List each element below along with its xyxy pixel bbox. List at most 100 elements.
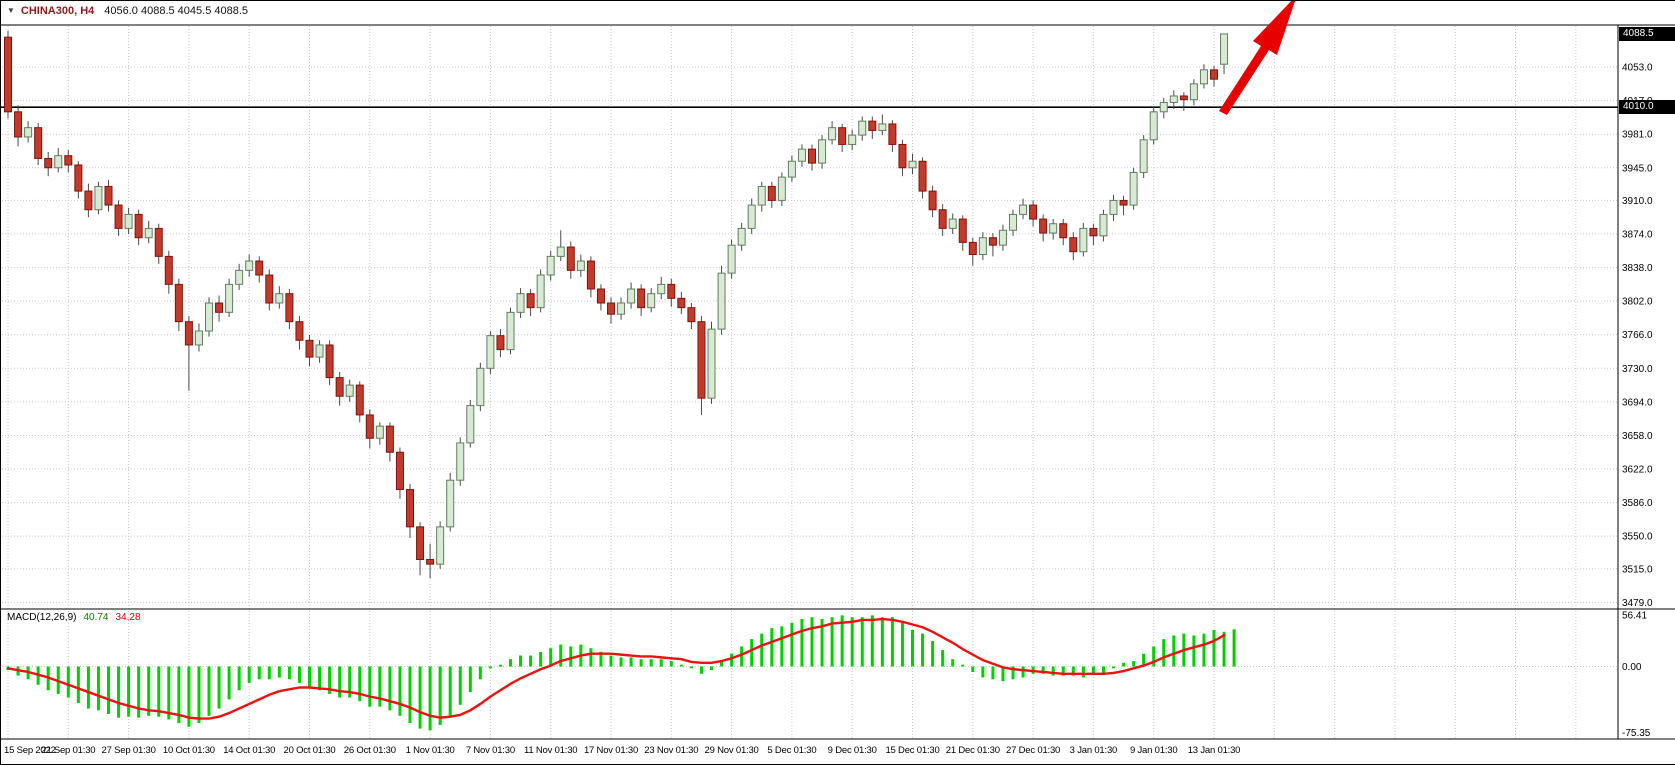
bull-candle	[94, 185, 103, 211]
macd-histogram-bar	[217, 666, 221, 709]
macd-histogram-bar	[649, 659, 653, 667]
macd-histogram-bar	[1172, 635, 1176, 667]
macd-histogram-bar	[86, 666, 90, 709]
bull-candle	[506, 311, 515, 351]
macd-histogram-bar	[1132, 661, 1136, 667]
bear-candle	[426, 559, 435, 565]
bull-candle	[657, 283, 666, 295]
bear-candle	[868, 120, 877, 131]
macd-histogram-bar	[911, 629, 914, 667]
price-axis-label: 3730.0	[1622, 364, 1653, 375]
bull-candle	[546, 255, 555, 276]
time-axis-label: 11 Nov 01:30	[524, 745, 577, 756]
macd-histogram-bar	[438, 666, 442, 725]
macd-histogram-bar	[66, 666, 70, 698]
macd-histogram-bar	[770, 628, 774, 667]
time-axis-label: 17 Nov 01:30	[584, 745, 638, 756]
bear-candle	[365, 414, 374, 439]
bull-candle	[727, 244, 736, 274]
bull-candle	[1129, 171, 1138, 206]
price-axis-label: 3658.0	[1622, 431, 1653, 442]
macd-histogram-bar	[589, 648, 593, 667]
macd-histogram-bar	[1071, 666, 1075, 676]
macd-histogram-bar	[1122, 662, 1126, 667]
time-axis-label: 9 Jan 01:30	[1130, 745, 1177, 756]
time-axis-label: 27 Sep 01:30	[102, 745, 156, 756]
bull-candle	[647, 293, 656, 309]
macd-histogram-bar	[629, 657, 633, 667]
price-axis-label: 3874.0	[1622, 229, 1653, 240]
bull-candle	[908, 160, 917, 169]
bull-candle	[1220, 33, 1229, 65]
macd-histogram-bar	[318, 666, 322, 691]
bear-candle	[767, 185, 776, 201]
time-axis-label: 15 Sep 2022	[4, 745, 56, 756]
macd-histogram-bar	[1091, 666, 1095, 674]
bear-candle	[174, 283, 183, 323]
bear-candle	[1059, 223, 1068, 239]
time-axis-label: 26 Oct 01:30	[344, 745, 396, 756]
macd-axis-label: -75.35	[1622, 728, 1651, 739]
macd-histogram-bar	[1162, 639, 1166, 667]
macd-histogram-bar	[820, 619, 824, 667]
bear-candle	[596, 288, 605, 304]
macd-histogram-bar	[488, 666, 492, 669]
bull-candle	[466, 405, 475, 444]
macd-histogram-bar	[931, 640, 935, 667]
time-axis-label: 7 Nov 01:30	[466, 745, 515, 756]
bear-candle	[928, 190, 937, 211]
bear-candle	[808, 148, 816, 164]
macd-histogram-bar	[227, 666, 231, 700]
macd-histogram-bar	[1222, 631, 1226, 667]
bear-candle	[44, 157, 53, 169]
time-axis-label: 5 Dec 01:30	[767, 745, 816, 756]
bear-candle	[888, 123, 897, 145]
bull-candle	[777, 176, 786, 201]
bear-candle	[526, 293, 535, 309]
bear-candle	[335, 377, 344, 397]
macd-histogram-bar	[509, 659, 512, 667]
bear-candle	[164, 255, 173, 285]
macd-histogram-bar	[147, 666, 151, 716]
bear-candle	[285, 293, 294, 323]
bear-candle	[586, 260, 595, 290]
price-axis-label: 3766.0	[1622, 330, 1653, 341]
bull-candle	[797, 148, 806, 162]
price-axis-label: 3945.0	[1622, 163, 1653, 174]
bull-candle	[536, 274, 545, 309]
bull-candle	[235, 269, 244, 285]
macd-histogram-bar	[699, 666, 703, 674]
bull-candle	[848, 134, 857, 145]
bear-candle	[667, 283, 676, 299]
macd-histogram-bar	[800, 619, 804, 667]
macd-histogram-bar	[137, 666, 141, 718]
macd-histogram-bar	[418, 666, 422, 729]
price-axis-label: 3550.0	[1622, 532, 1653, 543]
bear-candle	[1210, 69, 1218, 80]
macd-histogram-bar	[900, 622, 904, 667]
macd-histogram-bar	[810, 617, 814, 667]
macd-name: MACD(12,26,9)	[7, 612, 77, 623]
bear-candle	[1089, 227, 1098, 237]
bull-candle	[1099, 213, 1108, 237]
time-axis-label: 13 Jan 01:30	[1188, 745, 1241, 756]
bear-candle	[325, 344, 334, 379]
macd-histogram-bar	[187, 666, 191, 727]
bull-candle	[144, 227, 153, 239]
bear-candle	[406, 489, 414, 528]
macd-histogram-bar	[297, 666, 301, 683]
time-axis-label: 21 Sep 01:30	[41, 745, 95, 756]
bear-candle	[1069, 237, 1078, 253]
chevron-down-icon[interactable]: ▼	[7, 6, 15, 15]
chart-symbol-title: CHINA300, H4	[20, 5, 95, 17]
bear-candle	[1179, 95, 1188, 101]
bull-candle	[245, 260, 254, 271]
bear-candle	[958, 218, 967, 243]
chart-title-bar: ▼ CHINA300, H4 4056.0 4088.5 4045.5 4088.5	[7, 5, 248, 17]
time-axis-label: 14 Oct 01:30	[223, 745, 275, 756]
macd-histogram-bar	[1212, 629, 1216, 667]
macd-histogram-bar	[287, 666, 291, 680]
bull-candle	[516, 293, 525, 313]
bull-candle	[1159, 101, 1168, 113]
